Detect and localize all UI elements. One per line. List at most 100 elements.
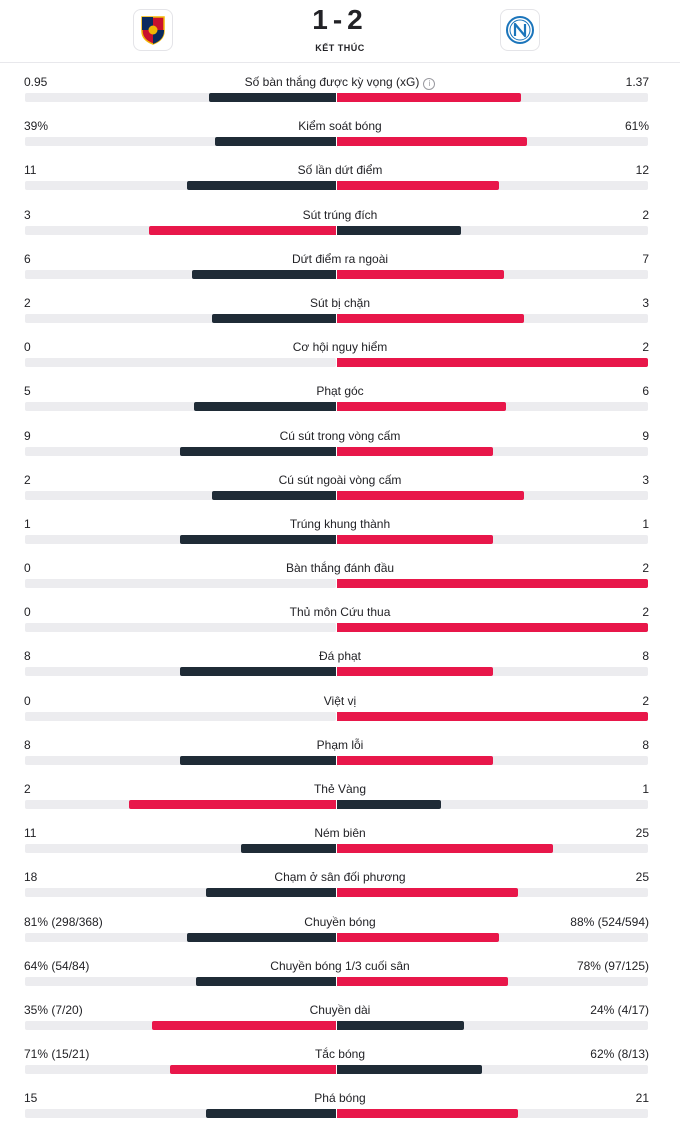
away-stat-value: 3 [642, 295, 649, 310]
away-stat-value: 24% (4/17) [590, 1002, 649, 1017]
stat-label: Thẻ Vàng [140, 782, 540, 796]
stat-label: Ném biên [140, 826, 540, 840]
home-stat-bar [194, 402, 336, 412]
away-stat-bar [337, 1020, 464, 1030]
info-icon[interactable]: i [423, 78, 436, 90]
home-stat-track [25, 358, 336, 368]
stat-row: 71% (15/21) Tắc bóng 62% (8/13) [0, 1034, 680, 1078]
home-stat-bar [212, 313, 336, 323]
away-stat-bar [337, 358, 648, 368]
stat-label-text: Thẻ Vàng [313, 782, 367, 796]
home-stat-value: 3 [24, 207, 31, 222]
home-stat-track [25, 137, 336, 147]
stat-label-text: Kiểm soát bóng [298, 119, 382, 134]
stat-row: 0 Việt vị 2 [0, 681, 680, 725]
away-team-logo[interactable] [500, 9, 540, 51]
home-stat-value: 81% (298/368) [24, 914, 103, 929]
away-stat-value: 1 [642, 516, 649, 531]
stat-label: Dứt điểm ra ngoài [140, 252, 540, 266]
home-stat-bar [180, 446, 336, 456]
stat-label: Trúng khung thành [140, 517, 540, 531]
home-stat-track [25, 1065, 336, 1075]
away-stat-track [337, 1109, 648, 1119]
home-stat-track [25, 269, 336, 279]
stat-row: 5 Phạt góc 6 [0, 371, 680, 415]
away-stat-value: 3 [642, 472, 649, 487]
away-stat-track [337, 446, 648, 456]
home-stat-value: 35% (7/20) [24, 1002, 83, 1017]
away-stat-value: 8 [642, 737, 649, 752]
home-stat-value: 6 [24, 251, 31, 266]
away-stat-track [337, 623, 648, 633]
home-stat-track [25, 225, 336, 235]
stat-label-text: Sút trúng đích [302, 207, 378, 222]
away-stat-value: 2 [642, 207, 649, 222]
stat-row: 0 Cơ hội nguy hiểm 2 [0, 327, 680, 371]
away-stat-bar [337, 932, 499, 942]
away-stat-bar [337, 93, 521, 102]
home-team-logo[interactable] [133, 9, 173, 51]
stat-label: Việt vị [140, 694, 540, 708]
home-stat-track [25, 976, 336, 986]
away-stat-track [337, 402, 648, 412]
away-stat-track [337, 1065, 648, 1075]
away-stat-track [337, 269, 648, 279]
away-stat-track [337, 844, 648, 854]
away-stat-bar [337, 402, 506, 412]
away-stat-bar [337, 446, 493, 456]
stat-label: Phạm lỗi [140, 738, 540, 752]
stat-row: 18 Chạm ở sân đối phương 25 [0, 857, 680, 901]
stat-label: Số bàn thắng được kỳ vọng (xG) i [140, 75, 540, 90]
stat-row: 2 Cú sút ngoài vòng cấm 3 [0, 460, 680, 504]
home-stat-bar [212, 490, 336, 500]
home-stat-value: 71% (15/21) [24, 1047, 90, 1062]
match-status: KẾT THÚC [315, 43, 365, 53]
home-stat-track [25, 711, 336, 721]
stat-label-text: Chuyền bóng 1/3 cuối sân [270, 958, 410, 973]
home-stat-bar [215, 137, 336, 147]
away-stat-bar [337, 623, 648, 633]
stat-label: Cú sút ngoài vòng cấm [140, 473, 540, 487]
away-stat-value: 1 [642, 782, 649, 796]
away-stat-track [337, 137, 648, 147]
home-stat-value: 11 [24, 163, 37, 178]
stat-row: 0.95 Số bàn thắng được kỳ vọng (xG) i 1.37 [0, 62, 680, 106]
stat-label-text: Cú sút trong vòng cấm [279, 428, 401, 443]
home-stat-value: 0 [24, 605, 31, 620]
away-stat-track [337, 755, 648, 765]
away-stat-value: 2 [642, 340, 649, 355]
away-stat-track [337, 800, 648, 809]
stat-label-text: Sút bị chặn [309, 295, 371, 310]
stat-label: Chạm ở sân đối phương [140, 870, 540, 884]
home-stat-track [25, 446, 336, 456]
away-stat-bar [337, 225, 461, 235]
stat-label-text: Ném biên [314, 826, 366, 841]
home-stat-track [25, 402, 336, 412]
stat-label-text: Thủ môn Cứu thua [289, 605, 391, 620]
home-stat-track [25, 1109, 336, 1119]
away-stat-value: 21 [635, 1091, 649, 1106]
stat-row: 11 Số lần dứt điểm 12 [0, 150, 680, 194]
genoa-crest-icon [141, 16, 165, 45]
home-stat-bar [241, 844, 336, 854]
home-stat-bar [152, 1020, 336, 1030]
home-stat-bar [180, 755, 336, 765]
home-stat-track [25, 844, 336, 854]
away-stat-bar [337, 976, 508, 986]
home-stat-bar [187, 181, 336, 191]
home-stat-bar [192, 269, 336, 279]
home-stat-bar [180, 534, 336, 544]
away-stat-bar [337, 534, 493, 544]
stat-label-text: Việt vị [323, 693, 357, 708]
home-stat-track [25, 800, 336, 809]
away-stat-value: 2 [642, 605, 649, 620]
away-stat-value: 1.37 [625, 75, 649, 89]
away-stat-track [337, 93, 648, 102]
away-stat-track [337, 579, 648, 589]
stat-row: 81% (298/368) Chuyền bóng 88% (524/594) [0, 902, 680, 946]
away-stat-track [337, 225, 648, 235]
away-stat-track [337, 534, 648, 544]
away-stat-bar [337, 313, 524, 323]
stat-label: Chuyền dài [140, 1003, 540, 1017]
stat-row: 2 Thẻ Vàng 1 [0, 769, 680, 813]
